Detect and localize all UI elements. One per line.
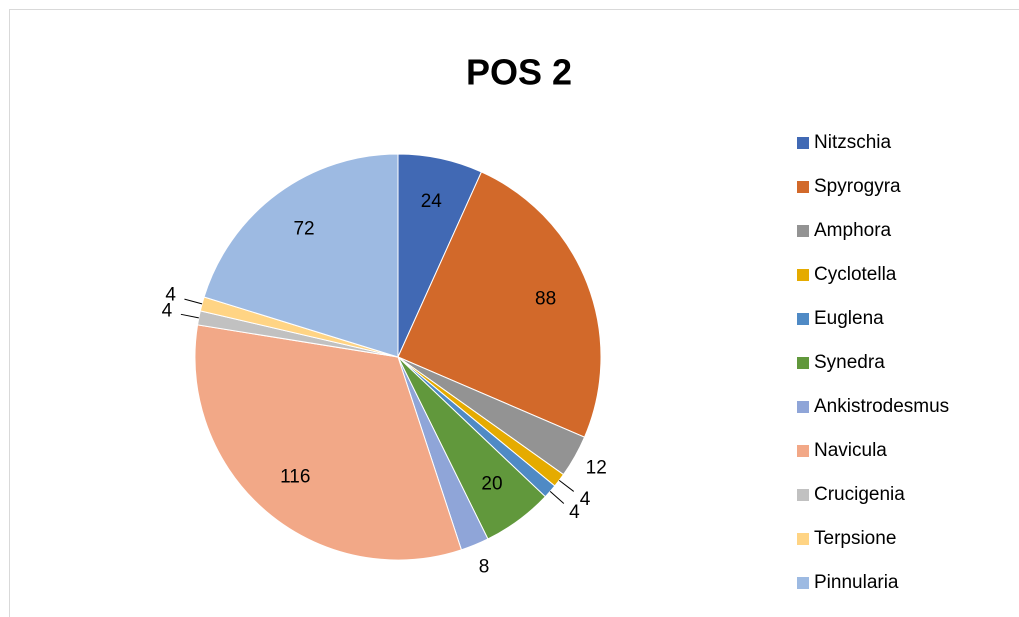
legend-swatch: [797, 313, 809, 325]
leader-line: [184, 298, 203, 305]
legend-swatch: [797, 533, 809, 545]
legend-label: Crucigenia: [814, 484, 905, 505]
data-label: 4: [580, 489, 591, 510]
data-label: 8: [479, 556, 490, 577]
legend-swatch: [797, 269, 809, 281]
data-label: 24: [421, 191, 443, 212]
pie-slice: [194, 324, 463, 561]
legend-swatch: [797, 489, 809, 501]
legend-label: Navicula: [814, 440, 887, 461]
leader-line: [558, 479, 575, 492]
legend-swatch: [797, 577, 809, 589]
leader-line: [180, 313, 199, 319]
pie-slice: [203, 153, 399, 358]
leader-line: [549, 491, 565, 504]
data-label: 20: [481, 473, 502, 494]
legend-label: Cyclotella: [814, 264, 897, 285]
legend-swatch: [797, 445, 809, 457]
legend-label: Euglena: [814, 308, 884, 329]
data-label: 116: [280, 467, 310, 488]
pie-slice: [397, 171, 602, 438]
data-label: 88: [535, 289, 556, 310]
legend-swatch: [797, 181, 809, 193]
data-label: 4: [165, 284, 176, 305]
legend-label: Amphora: [814, 220, 892, 241]
data-label: 12: [586, 457, 607, 478]
legend-swatch: [797, 357, 809, 369]
legend-label: Synedra: [814, 352, 885, 373]
legend-label: Spyrogyra: [814, 176, 901, 197]
legend-label: Terpsione: [814, 528, 896, 549]
data-label: 72: [293, 219, 314, 240]
legend-swatch: [797, 225, 809, 237]
legend-label: Ankistrodesmus: [814, 396, 949, 417]
legend-label: Pinnularia: [814, 572, 899, 593]
chart-title: POS 2: [466, 52, 572, 93]
data-label: 4: [162, 301, 173, 322]
data-label: 4: [569, 502, 580, 523]
legend-swatch: [797, 137, 809, 149]
legend-label: Nitzschia: [814, 132, 892, 153]
legend-swatch: [797, 401, 809, 413]
